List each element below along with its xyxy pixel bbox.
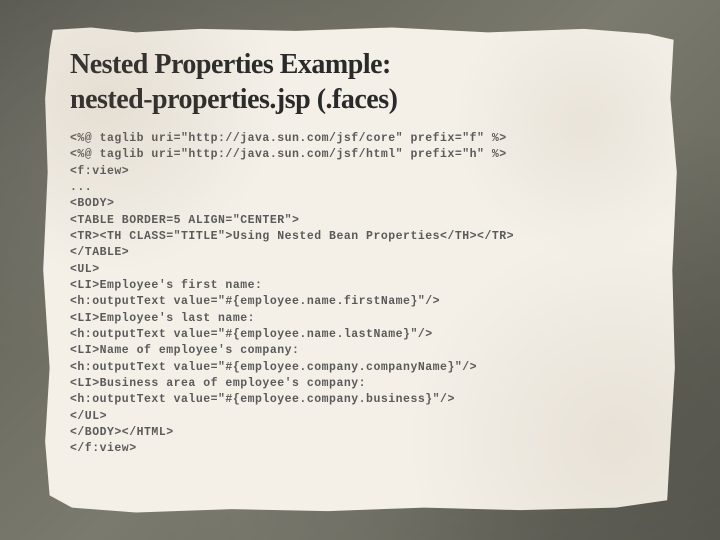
slide-title: Nested Properties Example: nested-proper… bbox=[70, 47, 650, 117]
title-line-2: nested-properties.jsp (.faces) bbox=[70, 84, 397, 115]
code-block: <%@ taglib uri="http://java.sun.com/jsf/… bbox=[70, 131, 650, 458]
title-line-1: Nested Properties Example: bbox=[70, 49, 391, 80]
slide-background: Nested Properties Example: nested-proper… bbox=[0, 0, 720, 540]
paper-content-area: Nested Properties Example: nested-proper… bbox=[40, 25, 680, 515]
